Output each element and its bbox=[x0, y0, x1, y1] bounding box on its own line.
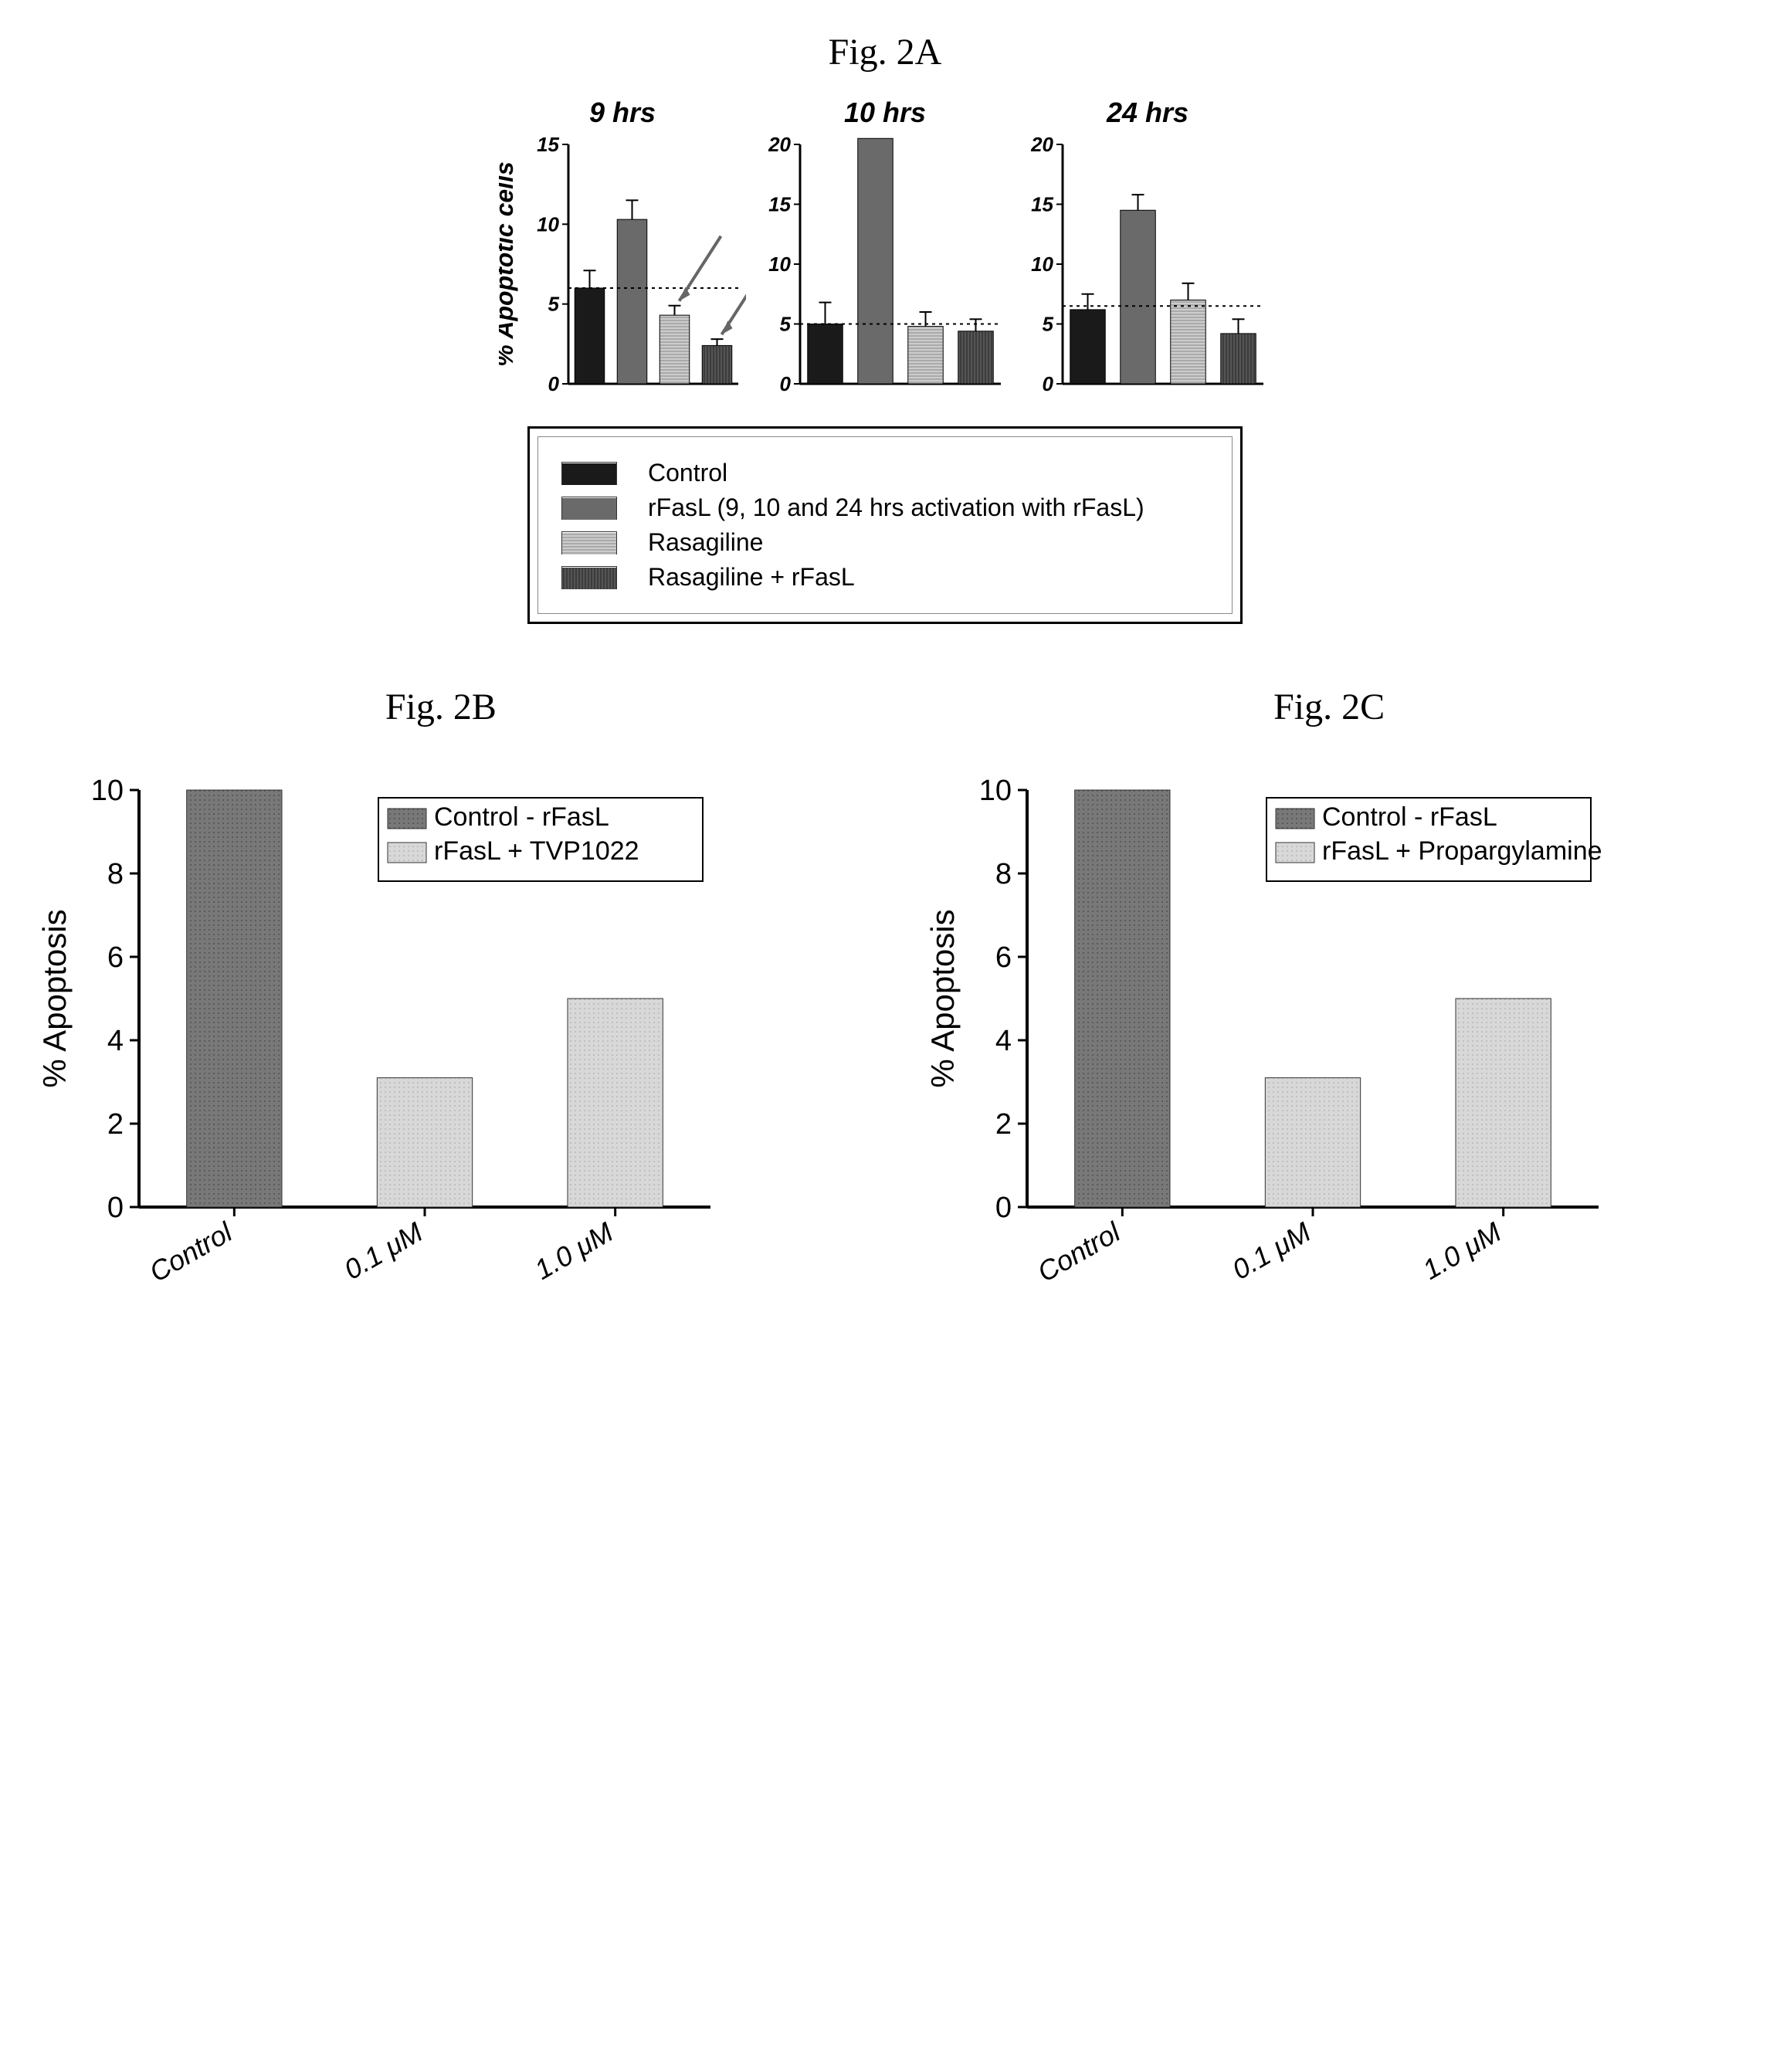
legend-swatch bbox=[1276, 843, 1314, 863]
figure-2a: Fig. 2A 9 hrs 0 5 10 15 % Apoptotic cells 10 h… bbox=[344, 31, 1426, 624]
fig2b-chart: 0 2 4 6 8 10 % Apoptosis Control 0.1 μM 1.0 μM Con… bbox=[31, 775, 851, 1319]
ytick-label: 0 bbox=[1043, 372, 1054, 395]
legend-swatch bbox=[388, 809, 426, 829]
category-label: 0.1 μM bbox=[338, 1216, 428, 1285]
ytick-label: 0 bbox=[995, 1192, 1012, 1224]
legend-label: Control bbox=[648, 459, 727, 487]
bar bbox=[1171, 300, 1206, 385]
bar bbox=[1070, 310, 1106, 384]
legend-label: Rasagiline bbox=[648, 528, 763, 557]
bar bbox=[1121, 210, 1156, 384]
panel-title: 9 hrs bbox=[499, 97, 746, 129]
ytick-label: 5 bbox=[780, 313, 792, 336]
category-label: Control bbox=[144, 1216, 238, 1288]
legend-swatch bbox=[561, 531, 617, 554]
bar bbox=[568, 999, 663, 1207]
bar bbox=[1456, 999, 1551, 1207]
legend-item: rFasL (9, 10 and 24 hrs activation with … bbox=[561, 493, 1209, 522]
ytick-label: 15 bbox=[537, 137, 559, 156]
category-label: 0.1 μM bbox=[1227, 1216, 1317, 1285]
bar bbox=[958, 331, 994, 384]
ytick-label: 20 bbox=[768, 137, 791, 156]
ytick-label: 4 bbox=[995, 1025, 1012, 1057]
figure-2a-title: Fig. 2A bbox=[344, 31, 1426, 73]
chart-panel-svg: 0 5 10 15 % Apoptotic cells bbox=[499, 137, 746, 399]
ytick-label: 10 bbox=[537, 212, 559, 236]
legend-swatch bbox=[561, 462, 617, 485]
legend-label: Control - rFasL bbox=[434, 802, 609, 832]
ytick-label: 2 bbox=[995, 1108, 1012, 1141]
bottom-figure-row: Fig. 2B 0 2 4 6 8 10 % Apoptosis Control 0.1 μM 1… bbox=[31, 686, 1739, 1319]
ytick-label: 8 bbox=[107, 858, 124, 890]
bar bbox=[858, 138, 893, 384]
chart-panel-svg: 0 5 10 15 20 bbox=[761, 137, 1009, 399]
legend-swatch bbox=[561, 497, 617, 520]
bar bbox=[908, 327, 944, 384]
panel-title: 24 hrs bbox=[1024, 97, 1271, 129]
fig2a-chart-row: 9 hrs 0 5 10 15 % Apoptotic cells 10 hrs 0 5 10 15… bbox=[344, 97, 1426, 403]
chart-panel: 9 hrs 0 5 10 15 % Apoptotic cells bbox=[499, 97, 746, 403]
ytick-label: 10 bbox=[768, 253, 791, 276]
legend-swatch bbox=[388, 843, 426, 863]
figure-2b-title: Fig. 2B bbox=[31, 686, 851, 728]
ylabel: % Apoptosis bbox=[36, 909, 73, 1087]
bar bbox=[187, 790, 282, 1207]
legend-swatch bbox=[561, 566, 617, 589]
bar bbox=[1221, 334, 1256, 384]
ytick-label: 6 bbox=[107, 941, 124, 974]
ytick-label: 10 bbox=[1031, 253, 1053, 276]
bar bbox=[1075, 790, 1170, 1207]
legend-label: rFasL (9, 10 and 24 hrs activation with … bbox=[648, 493, 1144, 522]
ytick-label: 10 bbox=[91, 775, 124, 807]
bar bbox=[660, 315, 690, 384]
ytick-label: 20 bbox=[1030, 137, 1053, 156]
ytick-label: 4 bbox=[107, 1025, 124, 1057]
legend-label: rFasL + TVP1022 bbox=[434, 836, 639, 866]
ytick-label: 0 bbox=[107, 1192, 124, 1224]
ytick-label: 15 bbox=[768, 193, 791, 216]
ytick-label: 8 bbox=[995, 858, 1012, 890]
figure-2c-title: Fig. 2C bbox=[919, 686, 1739, 728]
legend-swatch bbox=[1276, 809, 1314, 829]
ytick-label: 5 bbox=[1043, 313, 1054, 336]
ylabel: % Apoptosis bbox=[924, 909, 961, 1087]
bar bbox=[702, 345, 732, 384]
chart-svg: 0 2 4 6 8 10 % Apoptosis Control 0.1 μM 1.0 μM Con… bbox=[919, 775, 1614, 1315]
ytick-label: 0 bbox=[780, 372, 792, 395]
legend-item: Rasagiline bbox=[561, 528, 1209, 557]
ytick-label: 15 bbox=[1031, 193, 1053, 216]
ytick-label: 6 bbox=[995, 941, 1012, 974]
category-label: 1.0 μM bbox=[1417, 1216, 1507, 1285]
ytick-label: 5 bbox=[548, 293, 560, 316]
bar bbox=[575, 288, 605, 384]
category-label: Control bbox=[1032, 1216, 1127, 1288]
chart-panel-svg: 0 5 10 15 20 bbox=[1024, 137, 1271, 399]
ylabel: % Apoptotic cells bbox=[499, 161, 518, 367]
chart-svg: 0 2 4 6 8 10 % Apoptosis Control 0.1 μM 1.0 μM Con… bbox=[31, 775, 726, 1315]
bar bbox=[1266, 1078, 1361, 1207]
fig2a-legend: Control rFasL (9, 10 and 24 hrs activatio… bbox=[527, 426, 1243, 624]
bar bbox=[377, 1078, 472, 1207]
ytick-label: 2 bbox=[107, 1108, 124, 1141]
arrow bbox=[722, 270, 747, 334]
legend-label: rFasL + Propargylamine bbox=[1322, 836, 1602, 866]
legend-item: Rasagiline + rFasL bbox=[561, 563, 1209, 592]
bar bbox=[617, 219, 647, 384]
legend-item: Control bbox=[561, 459, 1209, 487]
fig2c-chart: 0 2 4 6 8 10 % Apoptosis Control 0.1 μM 1.0 μM Con… bbox=[919, 775, 1739, 1319]
figure-2b: Fig. 2B 0 2 4 6 8 10 % Apoptosis Control 0.1 μM 1… bbox=[31, 686, 851, 1319]
chart-panel: 10 hrs 0 5 10 15 20 bbox=[761, 97, 1009, 403]
legend-label: Rasagiline + rFasL bbox=[648, 563, 855, 592]
legend-label: Control - rFasL bbox=[1322, 802, 1497, 832]
category-label: 1.0 μM bbox=[529, 1216, 619, 1285]
figure-2c: Fig. 2C 0 2 4 6 8 10 % Apoptosis Control 0.1 μM 1… bbox=[919, 686, 1739, 1319]
chart-panel: 24 hrs 0 5 10 15 20 bbox=[1024, 97, 1271, 403]
ytick-label: 0 bbox=[548, 372, 560, 395]
ytick-label: 10 bbox=[979, 775, 1012, 807]
panel-title: 10 hrs bbox=[761, 97, 1009, 129]
bar bbox=[808, 324, 843, 385]
